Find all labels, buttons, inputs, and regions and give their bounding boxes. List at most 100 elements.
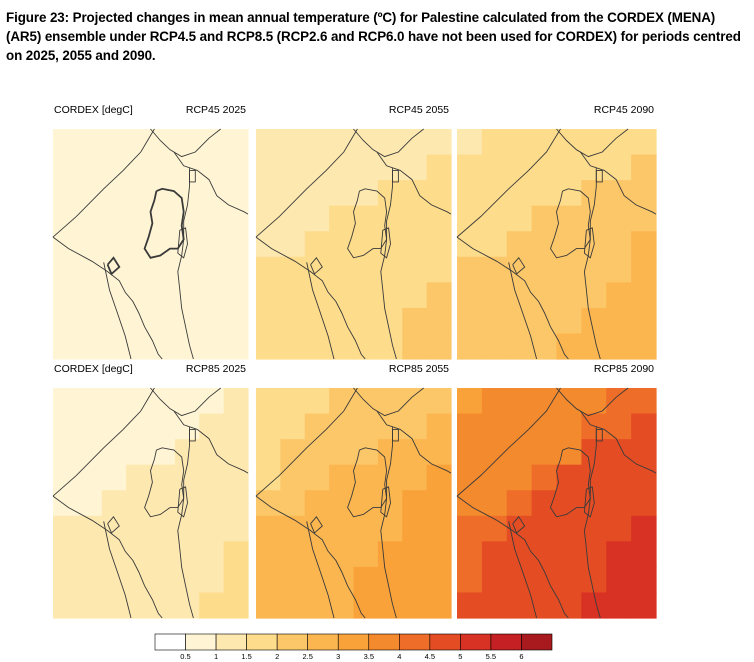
grid-cell bbox=[426, 180, 452, 207]
grid-cell bbox=[353, 307, 379, 335]
boundary-line bbox=[508, 521, 538, 619]
grid-cell bbox=[304, 231, 330, 258]
boundary-line bbox=[382, 289, 397, 360]
grid-cell bbox=[377, 388, 403, 415]
grid-cell bbox=[223, 490, 249, 517]
grid-cell bbox=[581, 439, 607, 466]
grid-cell bbox=[174, 464, 200, 491]
grid-cell bbox=[506, 388, 533, 415]
grid-cell bbox=[101, 515, 127, 542]
grid-cell bbox=[150, 333, 176, 360]
grid-cell bbox=[77, 388, 103, 415]
grid-cell bbox=[174, 282, 200, 309]
grid-cell bbox=[304, 333, 330, 360]
grid-cell bbox=[631, 154, 657, 181]
boundary-line bbox=[255, 128, 358, 238]
grid-cell bbox=[606, 129, 632, 156]
grid-cell bbox=[77, 231, 103, 258]
grid-cell bbox=[631, 464, 657, 491]
panel-scenario-title: RCP85 2055 bbox=[388, 363, 449, 375]
grid-cell bbox=[280, 490, 306, 517]
grid-cell bbox=[280, 413, 306, 440]
boundary-line bbox=[556, 387, 629, 417]
dead-sea-outline bbox=[380, 486, 391, 518]
grid-cell bbox=[377, 180, 403, 207]
grid-cell bbox=[457, 256, 483, 283]
grid-cell bbox=[631, 490, 657, 517]
grid-cell bbox=[223, 307, 249, 335]
grid-cell bbox=[329, 541, 355, 568]
grid-cell bbox=[606, 333, 632, 360]
map-panel-3 bbox=[456, 128, 657, 360]
grid-cell bbox=[304, 490, 330, 517]
grid-cell bbox=[556, 592, 582, 619]
panel-dataset-label: CORDEX [degC] bbox=[54, 363, 133, 375]
west-bank-outline bbox=[550, 188, 591, 259]
grid-cell bbox=[126, 205, 152, 232]
grid-cell bbox=[353, 490, 379, 517]
grid-cell bbox=[353, 515, 379, 542]
boundary-line bbox=[456, 387, 561, 497]
grid-cell bbox=[256, 333, 281, 360]
map-panel-4 bbox=[52, 387, 249, 619]
boundary-line bbox=[150, 128, 221, 158]
grid-cell bbox=[150, 515, 176, 542]
grid-cell bbox=[606, 490, 632, 517]
grid-cell bbox=[377, 256, 403, 283]
boundary-line bbox=[456, 236, 569, 360]
boundary-line bbox=[376, 151, 452, 215]
grid-cell bbox=[556, 413, 582, 440]
grid-cell bbox=[101, 307, 127, 335]
grid-cell bbox=[353, 592, 379, 619]
grid-cell bbox=[53, 307, 78, 335]
grid-cell bbox=[126, 180, 152, 207]
grid-cell bbox=[481, 413, 508, 440]
boundary-line bbox=[380, 427, 393, 550]
grid-cell bbox=[481, 592, 508, 619]
grid-cell bbox=[402, 205, 428, 232]
grid-cell bbox=[402, 566, 428, 594]
grid-cell bbox=[377, 307, 403, 335]
grid-cell bbox=[53, 413, 78, 440]
grid-cell bbox=[256, 154, 281, 181]
grid-cell bbox=[426, 282, 452, 309]
grid-cell bbox=[199, 541, 225, 568]
grid-cell bbox=[531, 256, 558, 283]
grid-cell bbox=[150, 464, 176, 491]
grid-cell bbox=[126, 413, 152, 440]
gaza-outline bbox=[512, 257, 526, 275]
grid-cell bbox=[606, 592, 632, 619]
grid-cell bbox=[174, 205, 200, 232]
grid-cell bbox=[280, 439, 306, 466]
grid-cell bbox=[606, 566, 632, 594]
boundary-line bbox=[508, 262, 538, 360]
boundary-line bbox=[52, 387, 155, 497]
grid-cell bbox=[329, 413, 355, 440]
grid-cell bbox=[304, 413, 330, 440]
grid-cell bbox=[77, 490, 103, 517]
grid-cell bbox=[150, 154, 176, 181]
grid-cell bbox=[556, 180, 582, 207]
grid-cell bbox=[126, 282, 152, 309]
grid-cell bbox=[426, 413, 452, 440]
grid-cell bbox=[506, 490, 533, 517]
panel-scenario-title: RCP85 2090 bbox=[593, 363, 654, 375]
grid-cell bbox=[53, 231, 78, 258]
grid-cell bbox=[457, 333, 483, 360]
grid-cell bbox=[77, 333, 103, 360]
grid-cell bbox=[506, 439, 533, 466]
colorbar-swatch bbox=[215, 633, 247, 651]
grid-cell bbox=[223, 154, 249, 181]
grid-cell bbox=[481, 231, 508, 258]
grid-cell bbox=[199, 439, 225, 466]
grid-cell bbox=[606, 231, 632, 258]
grid-cell bbox=[531, 439, 558, 466]
boundary-line bbox=[150, 387, 221, 417]
grid-cell bbox=[506, 515, 533, 542]
boundary-line bbox=[382, 548, 397, 619]
grid-cell bbox=[53, 154, 78, 181]
grid-cell bbox=[199, 566, 225, 594]
grid-cell bbox=[606, 256, 632, 283]
grid-cell bbox=[556, 439, 582, 466]
grid-cell bbox=[304, 388, 330, 415]
